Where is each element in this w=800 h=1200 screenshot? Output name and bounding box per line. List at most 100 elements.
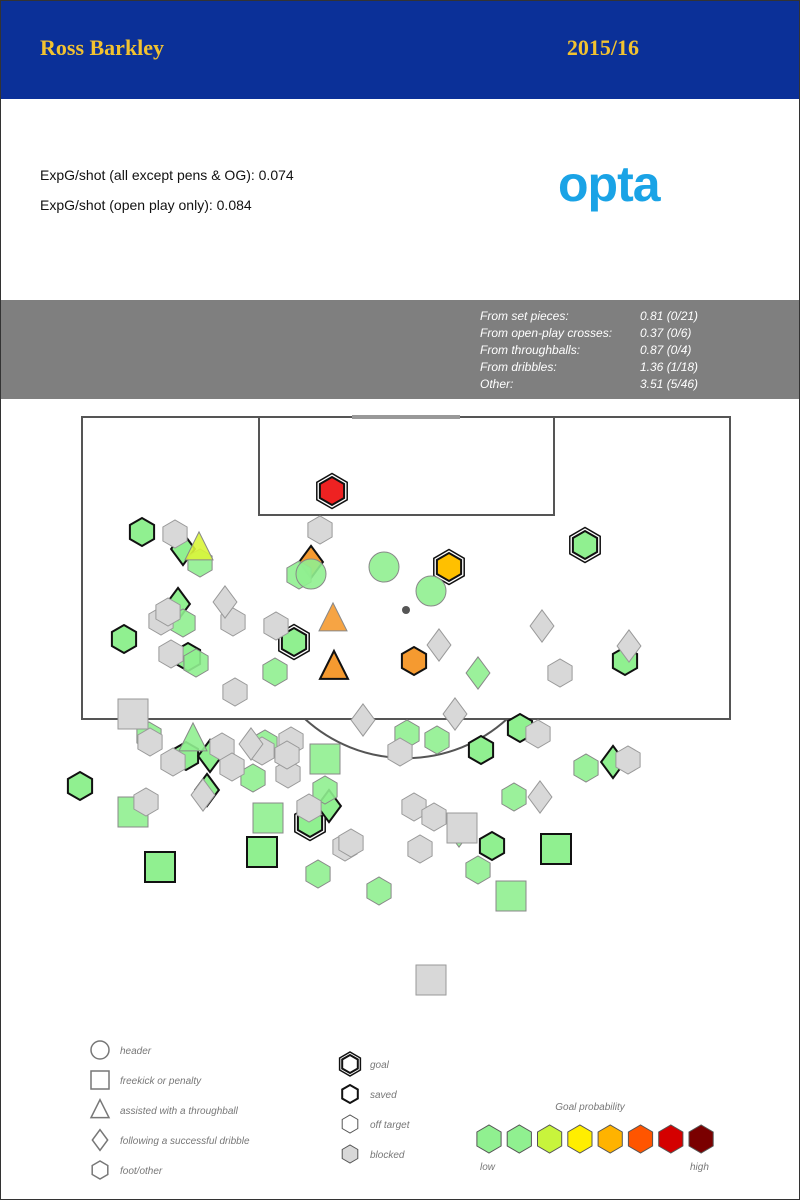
- shot-square-blocked: [446, 812, 478, 844]
- penalty-area: [81, 416, 731, 720]
- legend-diamond-icon: [91, 1128, 109, 1152]
- shot-hexagon-blocked: [155, 597, 181, 627]
- breakdown-label: From open-play crosses:: [480, 326, 613, 340]
- shot-triangle-off: [184, 530, 214, 561]
- season-label: 2015/16: [566, 35, 639, 60]
- shot-diamond-blocked: [350, 703, 376, 737]
- shot-hexagon-off: [573, 753, 599, 783]
- shot-diamond-blocked: [212, 585, 238, 619]
- legend-outcome-label: off target: [370, 1120, 411, 1131]
- legend-off-icon: [341, 1114, 359, 1134]
- shot-hexagon-blocked: [263, 611, 289, 641]
- breakdown-row: From open-play crosses: 0.37 (0/6): [480, 325, 698, 342]
- shot-hexagon-goal: [435, 551, 463, 583]
- shot-diamond-blocked: [442, 697, 468, 731]
- breakdown-row: From throughballs: 0.87 (0/4): [480, 342, 698, 359]
- player-name: Ross Barkley: [40, 35, 165, 60]
- expg-per-shot-all: ExpG/shot (all except pens & OG): 0.074: [40, 167, 294, 183]
- expg-per-shot-open-play: ExpG/shot (open play only): 0.084: [40, 197, 252, 213]
- shot-hexagon-off: [465, 855, 491, 885]
- shot-hexagon-goal: [571, 529, 599, 561]
- shot-hexagon-blocked: [525, 719, 551, 749]
- probability-high-label: high: [690, 1162, 709, 1173]
- shot-square-saved: [144, 851, 176, 883]
- legend-outcome-label: goal: [370, 1060, 390, 1071]
- shot-hexagon-saved: [467, 734, 495, 766]
- shot-square-off: [495, 880, 527, 912]
- penalty-spot: [402, 606, 410, 614]
- probability-scale-hexagon: [506, 1124, 532, 1154]
- shot-diamond-blocked: [616, 629, 642, 663]
- shot-hexagon-blocked: [296, 793, 322, 823]
- shot-diamond-blocked: [190, 778, 216, 812]
- xg-breakdown: From set pieces: 0.81 (0/21) From open-pl…: [480, 308, 698, 393]
- pitch-lines: [81, 415, 731, 760]
- shot-hexagon-blocked: [162, 519, 188, 549]
- shot-hexagon-blocked: [133, 787, 159, 817]
- shot-hexagon-blocked: [274, 740, 300, 770]
- shot-map: header freekick or penalty assisted with a…: [66, 415, 731, 1180]
- header-bar: Ross Barkley 2015/16: [1, 1, 799, 99]
- legend-saved-icon: [341, 1083, 359, 1105]
- shot-triangle-off: [178, 721, 208, 752]
- shot-hexagon-blocked: [421, 802, 447, 832]
- shot-hexagon-off: [366, 876, 392, 906]
- shot-hexagon-blocked: [338, 828, 364, 858]
- probability-scale-hexagon: [537, 1124, 563, 1154]
- shot-hexagon-off: [424, 725, 450, 755]
- shot-hexagon-saved: [66, 770, 94, 802]
- breakdown-value: 1.36 (1/18): [640, 360, 699, 374]
- probability-low-label: low: [480, 1162, 496, 1173]
- shots-layer: [66, 472, 642, 996]
- legend-type-label: following a successful dribble: [120, 1136, 250, 1147]
- shot-hexagon-blocked: [387, 737, 413, 767]
- breakdown-row: From set pieces: 0.81 (0/21): [480, 308, 698, 325]
- probability-scale-hexagon: [567, 1124, 593, 1154]
- probability-scale-hexagon: [688, 1124, 714, 1154]
- breakdown-label: From throughballs:: [480, 343, 581, 357]
- shot-hexagon-blocked: [222, 677, 248, 707]
- legend-blocked-icon: [341, 1144, 359, 1164]
- probability-scale-hexagon: [658, 1124, 684, 1154]
- six-yard-box: [258, 416, 555, 516]
- legend-type-label: freekick or penalty: [120, 1076, 202, 1087]
- shot-circle-off: [368, 551, 400, 583]
- legend-type-label: header: [120, 1046, 152, 1057]
- shot-hexagon-blocked: [307, 515, 333, 545]
- shot-diamond-off: [465, 656, 491, 690]
- shot-diamond-blocked: [527, 780, 553, 814]
- shot-diamond-blocked: [238, 727, 264, 761]
- shot-triangle-saved: [318, 648, 350, 680]
- shot-square-off: [309, 743, 341, 775]
- shot-hexagon-blocked: [401, 792, 427, 822]
- shot-hexagon-saved: [478, 830, 506, 862]
- legend-type-label: assisted with a throughball: [120, 1106, 239, 1117]
- shot-square-blocked: [415, 964, 447, 996]
- probability-scale-hexagon: [627, 1124, 654, 1154]
- legend-goal-icon: [341, 1053, 359, 1075]
- legend-type-label: foot/other: [120, 1166, 163, 1177]
- shot-hexagon-blocked: [275, 759, 301, 789]
- shot-hexagon-off: [183, 648, 209, 678]
- shot-circle-off: [415, 575, 447, 607]
- shot-square-saved: [246, 836, 278, 868]
- shot-hexagon-blocked: [160, 747, 186, 777]
- shot-square-off: [252, 802, 284, 834]
- legend-triangle-icon: [89, 1097, 111, 1119]
- shot-hexagon-blocked: [615, 745, 641, 775]
- breakdown-row: Other: 3.51 (5/46): [480, 376, 698, 393]
- penalties-note: Penalties not shown: 2 / 2: [41, 669, 179, 683]
- shot-hexagon-off: [262, 657, 288, 687]
- shot-circle-off: [295, 558, 327, 590]
- goal-probability-title: Goal probability: [555, 1102, 625, 1113]
- opta-logo: opta: [558, 156, 661, 212]
- shot-hexagon-blocked: [407, 834, 433, 864]
- shot-diamond-blocked: [426, 628, 452, 662]
- shot-hexagon-blocked: [547, 658, 573, 688]
- shot-triangle-off: [318, 601, 348, 632]
- shot-hexagon-off: [501, 782, 527, 812]
- shot-hexagon-saved: [128, 516, 156, 548]
- breakdown-value: 3.51 (5/46): [640, 377, 699, 391]
- breakdown-label: Other:: [480, 377, 514, 391]
- breakdown-value: 0.81 (0/21): [640, 309, 699, 323]
